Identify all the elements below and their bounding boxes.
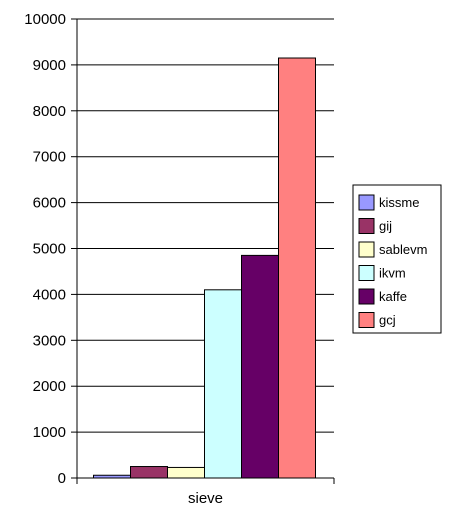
legend-swatch-kissme [358, 194, 375, 211]
y-tick-label: 3000 [33, 332, 66, 349]
y-axis: 0 1000 2000 3000 4000 5000 6000 7000 8000 9000 100… [24, 11, 78, 487]
y-tick-label: 1000 [33, 424, 66, 441]
bar-gij [130, 466, 168, 479]
legend-label-gij: gij [379, 219, 392, 234]
legend: kissme gij sablevm ikvm kaffe gcj [352, 184, 442, 334]
gridlines [77, 18, 334, 433]
y-tick-label: 10000 [24, 11, 66, 28]
y-tick-label: 4000 [33, 286, 66, 303]
x-category-label: sieve [188, 490, 223, 507]
y-tick-label: 5000 [33, 241, 66, 258]
bar-gcj [278, 57, 316, 479]
y-tick-label: 6000 [33, 195, 66, 212]
legend-label-ikvm: ikvm [379, 266, 406, 281]
legend-swatch-kaffe [358, 288, 375, 305]
legend-swatch-gij [358, 218, 375, 234]
bars [93, 57, 316, 479]
y-tick-label: 7000 [33, 149, 66, 166]
y-tick-label: 8000 [33, 103, 66, 120]
y-tick-label: 9000 [33, 57, 66, 74]
bar-ikvm [204, 289, 242, 479]
bar-sablevm [167, 466, 205, 479]
y-tick-label: 2000 [33, 378, 66, 395]
legend-label-kaffe: kaffe [379, 289, 407, 304]
legend-label-sablevm: sablevm [379, 242, 427, 257]
legend-label-kissme: kissme [379, 195, 419, 210]
x-axis: sieve [76, 477, 335, 507]
legend-swatch-sablevm [358, 241, 375, 258]
y-tick-label: 0 [58, 470, 66, 487]
legend-label-gcj: gcj [379, 313, 396, 328]
legend-swatch-gcj [358, 312, 375, 328]
legend-swatch-ikvm [358, 265, 375, 281]
bar-kaffe [241, 254, 279, 479]
